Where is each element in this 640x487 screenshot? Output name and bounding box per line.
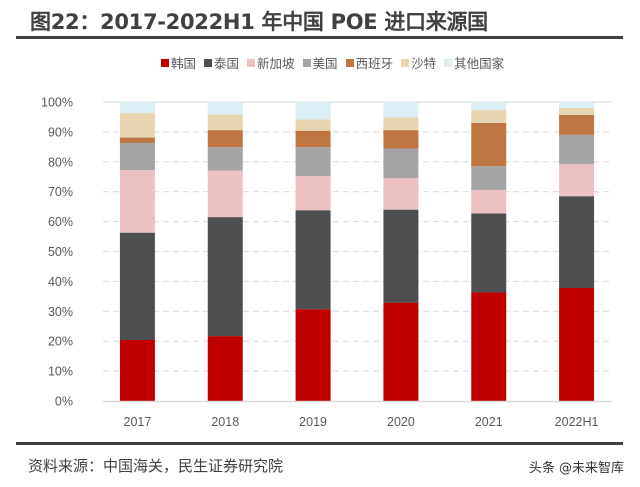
legend-swatch [401,58,410,67]
bar-沙特-2019 [295,119,331,131]
bar-西班牙-2017 [119,137,155,143]
legend-swatch [345,58,354,67]
bar-泰国-2021 [471,213,507,293]
y-tick-label: 40% [48,275,73,289]
bar-西班牙-2019 [295,130,331,148]
bar-新加坡-2021 [471,189,507,214]
bar-沙特-2017 [119,113,155,138]
bar-西班牙-2022H1 [559,114,595,135]
legend-swatch [302,58,311,67]
x-tick-label: 2017 [124,415,152,429]
x-tick-label: 2020 [387,415,415,429]
legend-swatch [247,58,256,67]
y-tick-label: 20% [48,335,73,349]
legend-swatch [444,58,453,67]
bar-新加坡-2020 [383,177,419,210]
y-tick-label: 80% [48,155,73,169]
title-rule [16,36,623,39]
bar-美国-2020 [383,148,419,178]
bar-其他国家-2019 [295,102,331,120]
bar-泰国-2022H1 [559,196,595,288]
legend-swatch [161,58,169,67]
bar-韩国-2017 [119,340,155,401]
bar-新加坡-2018 [207,170,243,218]
x-tick-label: 2022H1 [555,415,599,429]
bar-新加坡-2022H1 [559,164,595,197]
bar-韩国-2021 [471,292,507,401]
bar-西班牙-2020 [383,130,419,149]
bar-美国-2017 [119,142,155,171]
legend-swatch [204,58,213,67]
bar-其他国家-2020 [383,102,419,118]
legend-item: 新加坡 [247,53,295,72]
bar-韩国-2022H1 [559,287,595,401]
y-tick-label: 90% [48,125,73,139]
legend-label: 新加坡 [257,56,295,71]
bar-美国-2021 [471,166,507,190]
legend-label: 美国 [312,56,338,71]
y-tick-label: 60% [48,215,73,229]
y-tick-label: 30% [48,305,73,319]
bar-新加坡-2017 [119,170,155,233]
y-tick-label: 10% [48,365,73,379]
chart-title: 图22：2017-2022H1 年中国 POE 进口来源国 [30,10,488,34]
legend-item: 泰国 [204,53,239,72]
bar-沙特-2021 [471,110,507,123]
bar-韩国-2018 [207,336,243,401]
watermark: 头条 @未来智库 [528,461,624,476]
y-tick-label: 0% [55,395,73,409]
bar-西班牙-2018 [207,130,243,148]
bar-泰国-2017 [119,232,155,341]
legend-label: 韩国 [171,56,197,71]
bar-韩国-2019 [295,309,331,401]
bar-美国-2018 [207,147,243,171]
bar-其他国家-2018 [207,102,243,115]
legend: 韩国 泰国 新加坡 美国 西班牙 沙特 其他国家 [161,53,504,72]
bar-西班牙-2021 [471,122,507,167]
y-tick-label: 50% [48,245,73,259]
x-tick-label: 2021 [475,415,503,429]
bar-沙特-2020 [383,117,419,131]
bar-其他国家-2017 [119,102,155,114]
bar-美国-2019 [295,147,331,177]
bar-泰国-2018 [207,217,243,337]
bar-新加坡-2019 [295,176,331,211]
legend-label: 沙特 [411,56,437,71]
bar-沙特-2022H1 [559,107,595,115]
y-tick-label: 100% [41,96,73,110]
bar-韩国-2020 [383,302,419,401]
bar-其他国家-2021 [471,102,507,111]
x-tick-label: 2019 [299,415,327,429]
legend-item: 沙特 [401,53,436,72]
x-tick-label: 2018 [211,415,239,429]
legend-item: 韩国 [161,53,196,72]
y-tick-label: 70% [48,185,73,199]
legend-label: 西班牙 [355,56,394,71]
legend-label: 泰国 [214,56,240,71]
bar-泰国-2019 [295,210,331,310]
source-note: 资料来源：中国海关，民生证券研究院 [28,457,284,475]
bar-其他国家-2022H1 [559,102,595,108]
bar-沙特-2018 [207,114,243,131]
bar-美国-2022H1 [559,134,595,165]
bar-泰国-2020 [383,209,419,303]
legend-item: 其他国家 [444,53,504,72]
legend-label: 其他国家 [454,56,505,71]
legend-item: 美国 [302,53,338,72]
legend-item: 西班牙 [345,53,394,72]
footer-rule [16,442,623,445]
